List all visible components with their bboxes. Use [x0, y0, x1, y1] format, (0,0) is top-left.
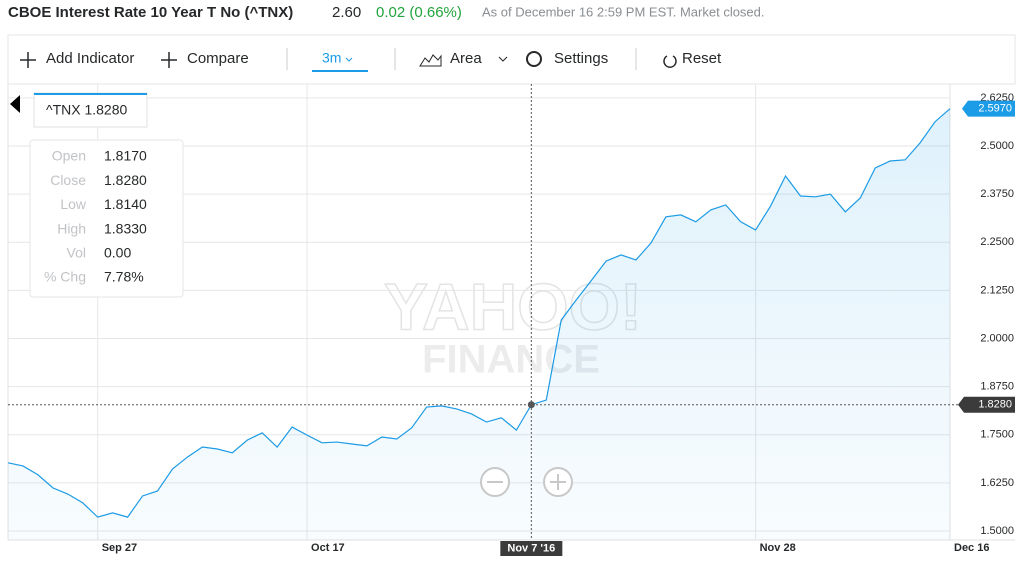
toolbar [7, 34, 1016, 85]
y-tick-label: 2.1250 [980, 284, 1014, 296]
tooltip-value: 1.8170 [104, 148, 147, 164]
y-tick-label: 2.2500 [980, 236, 1014, 248]
y-tick-label: 2.3750 [980, 188, 1014, 200]
zoom-icon [550, 474, 566, 490]
x-tick-label: Nov 28 [760, 542, 796, 554]
tooltip-value: 0.00 [104, 245, 131, 261]
chart-type-button[interactable]: Area [450, 50, 482, 67]
tooltip-value: 1.8140 [104, 196, 147, 212]
chevron [345, 57, 353, 62]
tooltip-label: Close [50, 172, 86, 188]
crosshair-x-label-box [500, 541, 563, 556]
y-tick-label: 2.0000 [980, 332, 1014, 344]
x-tick-label: Oct 17 [311, 542, 345, 554]
ohlc-tooltip [29, 139, 184, 298]
price-line [7, 108, 951, 518]
settings-button[interactable]: Settings [554, 50, 608, 67]
crosshair-point [527, 401, 535, 409]
collapse-arrow[interactable] [10, 95, 20, 113]
area-icon [419, 54, 442, 67]
symbol-box [33, 92, 148, 128]
tooltip-value: 1.8280 [104, 172, 147, 188]
tooltip-label: Vol [67, 245, 86, 261]
quote-title: CBOE Interest Rate 10 Year T No (^TNX) [8, 4, 293, 21]
plus-icon [20, 52, 177, 68]
tooltip-label: % Chg [44, 269, 86, 285]
y-tick-label: 1.8750 [980, 381, 1014, 393]
crosshair-y-label: 1.8280 [978, 399, 1012, 411]
x-tick-label: Dec 16 [954, 542, 989, 554]
quote-price: 2.60 [332, 4, 361, 21]
tooltip-label: Low [60, 196, 87, 212]
y-tick-label: 2.5000 [980, 140, 1014, 152]
tooltip-label: Open [52, 148, 86, 164]
add-indicator-button[interactable]: Add Indicator [46, 50, 134, 67]
quote-change: 0.02 (0.66%) [376, 4, 462, 21]
y-tick-label: 1.7500 [980, 429, 1014, 441]
area-fill [8, 108, 950, 541]
crosshair-x-label: Nov 7 '16 [507, 542, 555, 554]
tooltip-value: 7.78% [104, 269, 144, 285]
last-price-box [962, 100, 1015, 117]
range-button[interactable]: 3m [322, 50, 341, 66]
symbol-value: ^TNX 1.8280 [46, 102, 127, 118]
x-tick-label: Sep 27 [102, 542, 137, 554]
chevron [498, 56, 508, 62]
y-tick-label: 1.6250 [980, 477, 1014, 489]
reset-button[interactable]: Reset [682, 50, 722, 67]
settings-icon [526, 51, 542, 67]
tooltip-label: High [57, 220, 86, 236]
tooltip-value: 1.8330 [104, 220, 147, 236]
last-price-label: 2.5970 [978, 103, 1012, 115]
compare-button[interactable]: Compare [187, 50, 249, 67]
y-tick-label: 1.5000 [980, 525, 1014, 537]
reset-icon [663, 55, 677, 68]
crosshair-y-label-box [958, 396, 1015, 413]
quote-status: As of December 16 2:59 PM EST. Market cl… [482, 4, 765, 19]
